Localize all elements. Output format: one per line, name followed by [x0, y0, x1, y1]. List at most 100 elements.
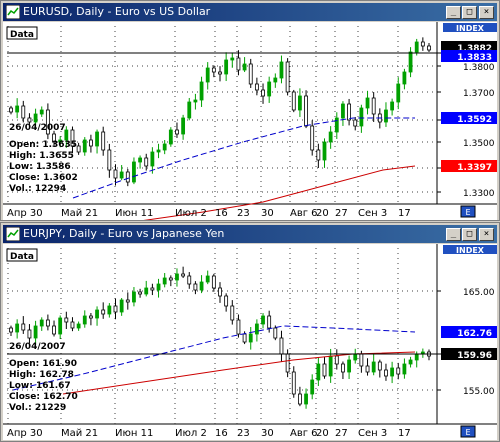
- corner-button: [460, 205, 476, 218]
- maximize-button[interactable]: □: [462, 6, 477, 19]
- info-high: High: 162.78: [9, 370, 74, 380]
- info-low: Low: 161.67: [9, 381, 71, 391]
- candle-body: [254, 83, 259, 91]
- eurusd-chart[interactable]: 1.38001.37001.36001.35001.34001.33001.38…: [3, 22, 497, 220]
- candle-body: [181, 117, 186, 135]
- candle-body: [316, 149, 321, 161]
- corner-button-label: E: [465, 428, 470, 437]
- date-axis-label: Июн 11: [115, 428, 153, 439]
- date-axis-label: 30: [261, 428, 274, 439]
- candle-body: [396, 83, 401, 103]
- candle-body: [9, 107, 13, 113]
- date-axis-label: Апр 30: [7, 428, 43, 439]
- candle-body: [156, 149, 161, 153]
- eurusd-window: EURUSD, Daily - Euro vs US Dollar _ □ × …: [0, 0, 500, 221]
- candle-body: [199, 81, 204, 101]
- info-date: 26/04/2007: [9, 123, 66, 133]
- candle-body: [279, 61, 284, 79]
- date-axis-label: 27: [335, 428, 348, 439]
- candle-body: [328, 131, 333, 143]
- candle-body: [273, 77, 278, 83]
- candle-body: [138, 291, 142, 295]
- candle-body: [322, 363, 327, 377]
- candle-body: [205, 67, 210, 83]
- date-axis-label: 20: [316, 428, 329, 439]
- candle-body: [64, 129, 69, 141]
- candle-body: [162, 277, 167, 285]
- candle-body: [359, 107, 364, 127]
- candle-body: [70, 129, 75, 147]
- candle-body: [168, 277, 173, 281]
- candle-body: [267, 81, 272, 97]
- candle-body: [45, 109, 50, 135]
- candle-body: [427, 45, 431, 51]
- minimize-button[interactable]: _: [446, 6, 461, 19]
- candle-body: [236, 319, 241, 335]
- candle-body: [9, 327, 13, 333]
- close-button[interactable]: ×: [479, 228, 494, 241]
- eurjpy-titlebar[interactable]: EURJPY, Daily - Euro vs Japanese Yen _ □…: [3, 225, 497, 243]
- candle-body: [70, 321, 75, 329]
- candle-body: [304, 393, 308, 405]
- candle-body: [285, 61, 290, 93]
- date-axis-label: Май 21: [61, 208, 98, 219]
- candle-body: [341, 363, 345, 373]
- candle-body: [175, 273, 179, 281]
- candle-body: [45, 319, 50, 327]
- chart-window-icon: [6, 5, 20, 19]
- candle-body: [27, 329, 32, 339]
- moving-average-fast: [72, 117, 415, 199]
- close-button[interactable]: ×: [479, 6, 494, 19]
- price-badge: [441, 50, 497, 62]
- candle-body: [384, 369, 388, 377]
- data-label: Data: [10, 252, 34, 262]
- candle-body: [310, 125, 315, 151]
- data-label-box: [6, 248, 38, 262]
- candle-body: [211, 275, 216, 289]
- candle-body: [107, 149, 112, 171]
- minimize-button[interactable]: _: [446, 228, 461, 241]
- index-label: INDEX: [456, 24, 485, 33]
- candle-body: [248, 333, 253, 343]
- candle-body: [347, 359, 351, 373]
- date-axis-label: Авг 6: [290, 428, 318, 439]
- candle-body: [119, 171, 124, 179]
- date-axis-label: Сен 3: [358, 208, 387, 219]
- price-badge: [441, 348, 497, 360]
- info-close: Close: 1.3602: [9, 173, 78, 183]
- eurjpy-window: EURJPY, Daily - Euro vs Japanese Yen _ □…: [0, 222, 500, 442]
- candle-body: [95, 309, 99, 319]
- candle-body: [248, 63, 253, 85]
- candle-body: [76, 145, 81, 153]
- candle-body: [242, 63, 247, 71]
- candle-body: [310, 379, 315, 395]
- price-tick-label: 1.3500: [463, 139, 495, 149]
- candle-body: [328, 355, 333, 377]
- candle-body: [27, 117, 32, 123]
- candle-body: [420, 41, 425, 47]
- window-title: EURJPY, Daily - Euro vs Japanese Yen: [23, 227, 225, 240]
- candle-body: [89, 315, 93, 319]
- eurusd-titlebar[interactable]: EURUSD, Daily - Euro vs US Dollar _ □ ×: [3, 3, 497, 21]
- date-axis-label: Апр 30: [7, 208, 43, 219]
- candle-body: [365, 365, 370, 373]
- candle-body: [205, 275, 210, 283]
- maximize-button[interactable]: □: [462, 228, 477, 241]
- corner-button-label: E: [465, 208, 470, 217]
- candle-body: [113, 305, 118, 313]
- candle-body: [107, 305, 112, 315]
- candle-body: [187, 101, 192, 119]
- price-badge-label: 1.3592: [457, 115, 492, 125]
- date-axis-label: 16: [215, 428, 228, 439]
- eurjpy-chart[interactable]: 165.00160.00155.00162.76159.96INDEXData2…: [3, 244, 497, 440]
- candle-body: [408, 359, 413, 365]
- info-open: Open: 1.3635: [9, 140, 77, 150]
- candle-body: [267, 315, 272, 329]
- candle-body: [39, 109, 44, 115]
- candle-body: [414, 41, 419, 53]
- date-axis-label: Июл 2: [175, 428, 207, 439]
- corner-button: [460, 425, 476, 438]
- candle-body: [162, 143, 167, 151]
- price-badge-label: 159.96: [457, 351, 492, 361]
- chart-window-icon: [6, 227, 20, 241]
